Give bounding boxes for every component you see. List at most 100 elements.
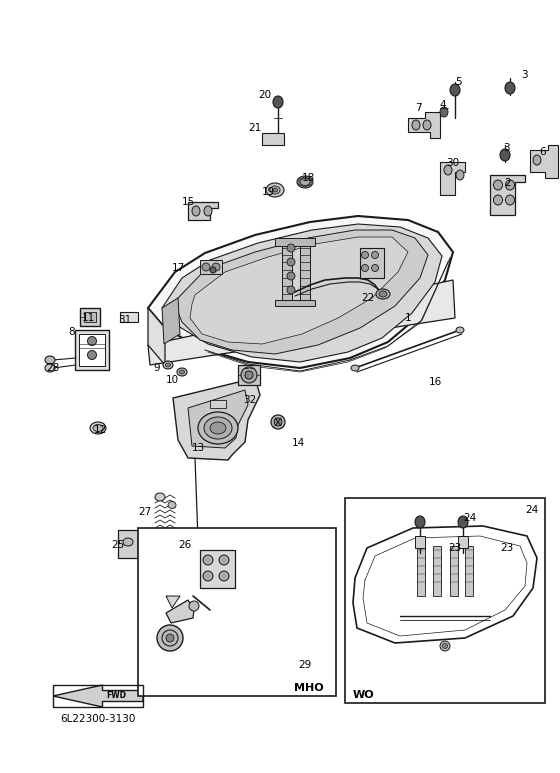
Text: 5: 5 [455, 77, 461, 87]
Ellipse shape [351, 365, 359, 371]
Text: 17: 17 [171, 263, 185, 273]
Ellipse shape [271, 415, 285, 429]
Text: 18: 18 [301, 173, 315, 183]
Bar [458, 536, 468, 548]
Ellipse shape [440, 641, 450, 651]
Ellipse shape [505, 82, 515, 94]
Bar [200, 260, 222, 274]
Ellipse shape [456, 170, 464, 180]
Text: 14: 14 [291, 438, 305, 448]
Bar [465, 546, 473, 596]
Text: MHO: MHO [295, 683, 324, 693]
Bar [360, 248, 384, 278]
Text: 15: 15 [181, 197, 195, 207]
Text: 24: 24 [525, 505, 539, 515]
Ellipse shape [456, 327, 464, 333]
Bar [345, 498, 545, 703]
Bar [84, 312, 96, 322]
Ellipse shape [157, 625, 183, 651]
Text: 26: 26 [179, 540, 192, 550]
Ellipse shape [155, 493, 165, 501]
Polygon shape [162, 224, 442, 362]
Ellipse shape [212, 263, 220, 271]
Ellipse shape [177, 368, 187, 376]
Ellipse shape [168, 502, 176, 509]
Polygon shape [440, 162, 465, 195]
Ellipse shape [90, 422, 106, 434]
Ellipse shape [189, 601, 199, 611]
Text: 8: 8 [69, 327, 75, 337]
Text: 4: 4 [440, 100, 446, 110]
Ellipse shape [166, 634, 174, 642]
Ellipse shape [166, 363, 170, 367]
Ellipse shape [442, 643, 447, 649]
Ellipse shape [376, 289, 390, 299]
Text: 32: 32 [244, 395, 256, 405]
Ellipse shape [450, 84, 460, 96]
Ellipse shape [506, 195, 515, 205]
Ellipse shape [287, 258, 295, 266]
Text: 9: 9 [153, 363, 160, 373]
Ellipse shape [266, 183, 284, 197]
Ellipse shape [444, 165, 452, 175]
Ellipse shape [287, 272, 295, 280]
Polygon shape [53, 685, 143, 707]
Ellipse shape [273, 96, 283, 108]
Text: 3: 3 [521, 70, 528, 80]
Ellipse shape [210, 422, 226, 434]
Bar [262, 133, 284, 145]
Polygon shape [166, 596, 180, 608]
Ellipse shape [493, 195, 502, 205]
Text: 6L22300-3130: 6L22300-3130 [60, 714, 136, 724]
Bar [433, 546, 441, 596]
Ellipse shape [163, 361, 173, 369]
Ellipse shape [180, 370, 184, 374]
Polygon shape [178, 540, 205, 565]
Bar [79, 334, 105, 366]
Bar [138, 528, 336, 696]
Polygon shape [188, 390, 248, 448]
Ellipse shape [203, 555, 213, 565]
Polygon shape [148, 308, 165, 365]
Ellipse shape [87, 336, 96, 346]
Bar [80, 308, 100, 326]
Ellipse shape [203, 571, 213, 581]
Text: 29: 29 [298, 660, 311, 670]
Text: 19: 19 [262, 187, 274, 197]
Polygon shape [118, 530, 148, 558]
Ellipse shape [415, 516, 425, 528]
Ellipse shape [270, 186, 280, 194]
Text: 13: 13 [192, 443, 204, 453]
Text: 16: 16 [428, 377, 442, 387]
Ellipse shape [162, 630, 178, 646]
Bar [53, 685, 143, 707]
Text: 28: 28 [46, 363, 59, 373]
Ellipse shape [412, 120, 420, 130]
Ellipse shape [245, 371, 253, 379]
Bar [450, 546, 458, 596]
Ellipse shape [273, 188, 278, 192]
Text: 11: 11 [81, 313, 95, 323]
Text: 7: 7 [415, 103, 421, 113]
Ellipse shape [440, 107, 448, 117]
Bar [210, 400, 226, 408]
Text: 25: 25 [111, 540, 125, 550]
Polygon shape [148, 280, 455, 365]
Ellipse shape [287, 286, 295, 294]
Polygon shape [173, 378, 260, 460]
Ellipse shape [362, 251, 368, 258]
Polygon shape [282, 242, 292, 305]
Text: 22: 22 [361, 293, 375, 303]
Ellipse shape [362, 264, 368, 271]
Ellipse shape [210, 267, 216, 273]
Bar [275, 300, 315, 306]
Ellipse shape [87, 350, 96, 359]
Bar [417, 546, 425, 596]
Bar [200, 550, 235, 588]
Polygon shape [190, 237, 408, 344]
Text: WO: WO [353, 690, 375, 700]
Polygon shape [166, 600, 194, 623]
Text: 31: 31 [118, 315, 132, 325]
Ellipse shape [423, 120, 431, 130]
Polygon shape [408, 112, 440, 138]
